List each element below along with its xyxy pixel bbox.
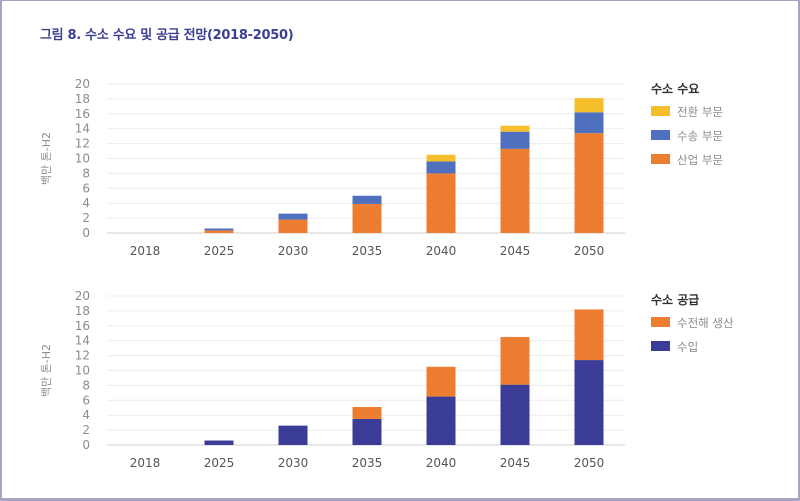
y-tick-label: 6 [82,393,90,407]
y-tick-label: 16 [75,107,90,121]
bar-segment [426,173,456,233]
bar-segment [574,98,604,113]
x-tick-label: 2045 [500,456,531,470]
x-tick-label: 2040 [426,456,457,470]
x-tick-label: 2018 [130,244,161,258]
x-tick-label: 2040 [426,244,457,258]
bar-segment [352,195,382,204]
bar-segment [574,112,604,134]
bar-segment [352,418,382,445]
bar-segment [278,425,308,445]
y-tick-label: 6 [82,181,90,195]
figure-title: 그림 8. 수소 수요 및 공급 전망(2018-2050) [40,28,294,43]
y-tick-label: 20 [75,77,90,91]
bar-segment [574,309,604,361]
x-tick-label: 2030 [278,456,309,470]
bar-segment [204,228,234,231]
y-tick-label: 4 [82,408,90,422]
bar-segment [352,203,382,233]
x-tick-label: 2018 [130,456,161,470]
y-axis-label: 백만 톤-H2 [40,132,53,185]
bar-segment [426,161,456,174]
x-tick-label: 2025 [204,456,235,470]
bar-segment [500,131,530,149]
y-tick-label: 2 [82,423,90,437]
y-tick-label: 10 [75,364,90,378]
bar-segment [574,133,604,233]
bar-segment [278,213,308,220]
bar-segment [426,154,456,162]
y-tick-label: 14 [75,334,90,348]
bar-segment [500,125,530,132]
y-tick-label: 8 [82,378,90,392]
x-tick-label: 2050 [574,244,605,258]
x-tick-label: 2030 [278,244,309,258]
y-tick-label: 4 [82,196,90,210]
legend-label: 수송 부문 [677,129,723,143]
y-tick-label: 18 [75,304,90,318]
bar-segment [352,407,382,419]
bar-segment [426,396,456,445]
y-tick-label: 12 [75,137,90,151]
y-tick-label: 2 [82,211,90,225]
bar-segment [574,360,604,445]
y-tick-label: 14 [75,122,90,136]
legend-label: 수입 [677,340,698,354]
x-tick-label: 2045 [500,244,531,258]
legend-title: 수소 수요 [651,82,699,96]
bar-segment [278,219,308,233]
x-tick-label: 2035 [352,456,383,470]
y-tick-label: 16 [75,319,90,333]
y-tick-label: 10 [75,152,90,166]
legend-swatch [651,130,670,140]
legend-label: 전환 부문 [677,105,723,119]
y-tick-label: 12 [75,349,90,363]
bar-segment [500,148,530,233]
y-tick-label: 18 [75,92,90,106]
x-tick-label: 2050 [574,456,605,470]
y-tick-label: 0 [82,438,90,452]
y-tick-label: 8 [82,166,90,180]
bar-segment [204,440,234,445]
legend-swatch [651,317,670,327]
legend-label: 산업 부문 [677,153,723,167]
bar-segment [204,230,234,233]
legend-swatch [651,341,670,351]
x-tick-label: 2035 [352,244,383,258]
legend-title: 수소 공급 [651,293,699,307]
y-tick-label: 20 [75,289,90,303]
bar-segment [500,336,530,385]
legend-label: 수전해 생산 [677,316,734,330]
y-axis-label: 백만 톤-H2 [40,344,53,397]
bar-segment [500,384,530,445]
bar-segment [426,366,456,397]
y-tick-label: 0 [82,226,90,240]
x-tick-label: 2025 [204,244,235,258]
legend-swatch [651,106,670,116]
legend-swatch [651,154,670,164]
